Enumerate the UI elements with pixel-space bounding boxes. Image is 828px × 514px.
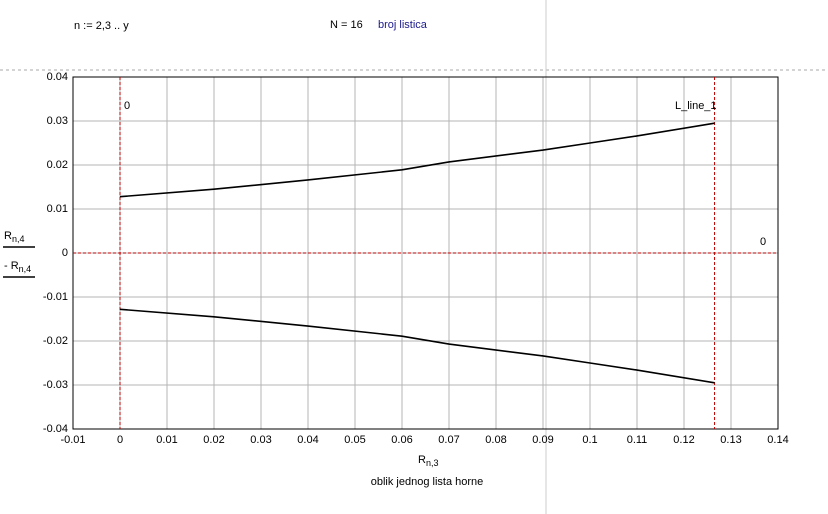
y-tick-label: -0.03	[43, 379, 68, 391]
y-tick-label: 0.03	[47, 115, 68, 127]
y-tick-label: 0.01	[47, 203, 68, 215]
x-tick-label: 0.07	[438, 434, 459, 446]
legend-label: - Rn,4	[4, 260, 31, 274]
y-tick-label: 0.02	[47, 159, 68, 171]
x-tick-label: 0.08	[485, 434, 506, 446]
x-marker-label: 0	[124, 100, 130, 112]
x-tick-label: 0.14	[767, 434, 788, 446]
x-axis-label: Rn,3	[418, 454, 438, 468]
legend-name: - R	[4, 260, 19, 272]
legend-label: Rn,4	[4, 230, 24, 244]
n-definition: N = 16	[330, 19, 363, 31]
x-label-sub: n,3	[426, 458, 439, 468]
x-tick-label: 0.09	[532, 434, 553, 446]
y-tick-label: 0.04	[47, 71, 68, 83]
caption: oblik jednog lista horne	[371, 476, 484, 488]
x-tick-label: -0.01	[60, 434, 85, 446]
y-tick-label: -0.04	[43, 423, 68, 435]
y-tick-label: 0	[62, 247, 68, 259]
y-tick-label: -0.01	[43, 291, 68, 303]
x-tick-label: 0.01	[156, 434, 177, 446]
x-tick-label: 0.12	[673, 434, 694, 446]
x-marker-label: L_line_1	[675, 100, 717, 112]
series-line	[119, 122, 715, 198]
x-tick-label: 0.1	[582, 434, 597, 446]
x-tick-label: 0	[117, 434, 123, 446]
n-comment: broj listica	[378, 19, 428, 31]
range-definition: n := 2,3 .. y	[74, 20, 129, 32]
y-marker-label: 0	[760, 236, 766, 248]
x-tick-label: 0.05	[344, 434, 365, 446]
legend-name: R	[4, 230, 12, 242]
x-tick-label: 0.02	[203, 434, 224, 446]
x-tick-label: 0.04	[297, 434, 318, 446]
x-tick-label: 0.03	[250, 434, 271, 446]
x-tick-label: 0.13	[720, 434, 741, 446]
series-line	[119, 308, 715, 384]
legend-sub: n,4	[12, 234, 25, 244]
x-tick-label: 0.06	[391, 434, 412, 446]
legend-sub: n,4	[19, 264, 32, 274]
x-tick-label: 0.11	[627, 434, 648, 446]
y-tick-label: -0.02	[43, 335, 68, 347]
x-label-base: R	[418, 454, 426, 466]
